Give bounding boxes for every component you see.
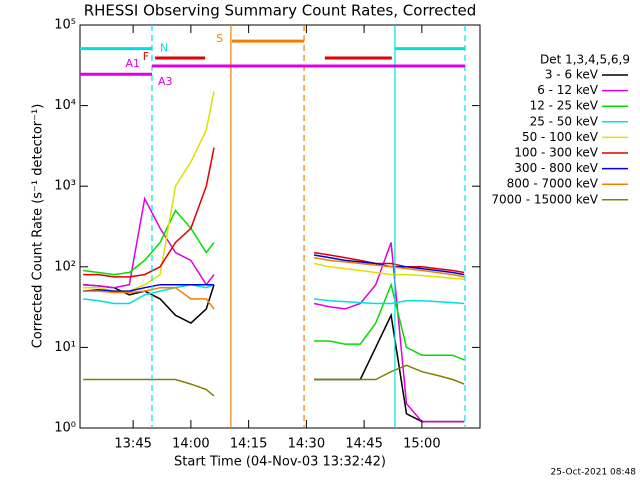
series-line [83, 364, 465, 397]
legend-title: Det 1,3,4,5,6,9 [540, 53, 630, 67]
flag-label: F [143, 50, 149, 63]
x-tick-label: 14:00 [172, 437, 209, 452]
y-tick-label: 10⁰ [54, 421, 76, 436]
y-tick-label: 10¹ [54, 340, 76, 355]
legend-label: 300 - 800 keV [514, 161, 598, 175]
x-tick-label: 14:30 [288, 437, 325, 452]
legend-label: 7000 - 15000 keV [491, 192, 598, 206]
series-line [83, 196, 465, 423]
legend-label: 50 - 100 keV [522, 130, 599, 144]
legend-label: 12 - 25 keV [530, 99, 599, 113]
series-line [83, 209, 465, 361]
legend-label: 100 - 300 keV [514, 146, 598, 160]
legend-label: 25 - 50 keV [530, 114, 599, 128]
series-line [83, 283, 465, 423]
legend-label: 3 - 6 keV [545, 68, 599, 82]
x-tick-label: 14:45 [345, 437, 382, 452]
series-line [83, 147, 465, 278]
series-line [83, 283, 465, 305]
y-tick-label: 10⁵ [54, 18, 76, 33]
flag-label: N [160, 42, 168, 55]
plot-frame [79, 24, 481, 429]
plot-area [83, 25, 466, 428]
chart-title: RHESSI Observing Summary Count Rates, Co… [84, 2, 477, 20]
legend-label: 800 - 7000 keV [507, 177, 599, 191]
legend-label: 6 - 12 keV [537, 83, 599, 97]
y-axis-label: Corrected Count Rate (s⁻¹ detector⁻¹) [31, 104, 46, 349]
flag-label: A1 [125, 57, 140, 70]
x-tick-label: 13:45 [114, 437, 151, 452]
x-tick-label: 14:15 [230, 437, 267, 452]
x-axis-label: Start Time (04-Nov-03 13:32:42) [174, 455, 386, 470]
x-tick-label: 15:00 [403, 437, 440, 452]
y-tick-label: 10² [54, 259, 76, 274]
y-tick-label: 10³ [54, 179, 76, 194]
flag-label: A3 [158, 75, 173, 88]
series-line [83, 254, 465, 292]
series-line [83, 91, 465, 292]
flag-label: S [216, 32, 223, 45]
y-tick-label: 10⁴ [54, 98, 76, 113]
date-stamp: 25-Oct-2021 08:48 [551, 468, 637, 478]
